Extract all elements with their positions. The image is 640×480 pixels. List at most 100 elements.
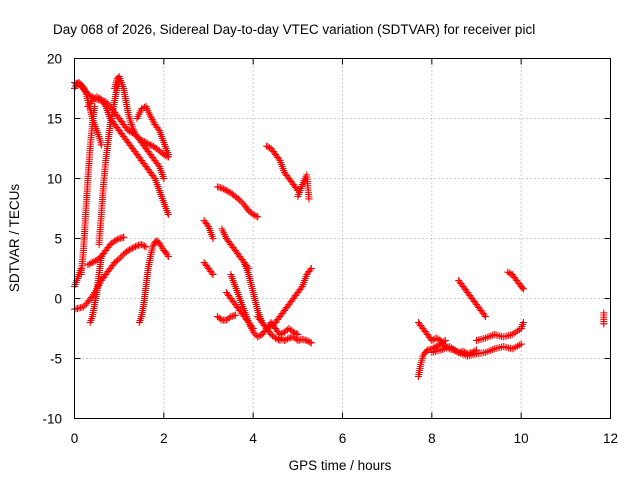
data-point bbox=[208, 269, 216, 277]
data-point bbox=[487, 346, 495, 354]
data-point bbox=[447, 344, 455, 352]
data-point bbox=[209, 271, 217, 278]
data-point bbox=[277, 335, 285, 343]
data-point bbox=[512, 328, 520, 336]
data-point bbox=[439, 345, 447, 353]
data-point bbox=[129, 126, 137, 134]
data-point bbox=[600, 320, 608, 328]
data-point bbox=[162, 249, 170, 257]
data-point bbox=[432, 334, 440, 342]
data-point bbox=[483, 333, 491, 341]
data-point bbox=[224, 187, 232, 195]
data-point bbox=[84, 261, 92, 269]
y-axis-label: SDTVAR / TECUs bbox=[7, 184, 22, 293]
data-point bbox=[132, 243, 140, 250]
data-point bbox=[483, 348, 491, 356]
series-arc-ab bbox=[455, 277, 489, 320]
data-point bbox=[303, 337, 311, 344]
series-arc-ac bbox=[473, 325, 525, 344]
series-arc-l bbox=[71, 265, 85, 290]
data-point bbox=[510, 329, 518, 337]
data-point bbox=[489, 346, 497, 354]
data-point bbox=[158, 243, 166, 251]
y-tick-label: 0 bbox=[54, 292, 62, 307]
data-point bbox=[94, 94, 102, 102]
data-point bbox=[142, 243, 150, 251]
data-point bbox=[209, 235, 217, 242]
data-point bbox=[112, 236, 120, 244]
data-point bbox=[485, 347, 493, 355]
data-point bbox=[138, 241, 145, 248]
x-tick-label: 2 bbox=[160, 431, 168, 446]
data-point bbox=[519, 285, 527, 293]
data-point bbox=[283, 335, 291, 343]
data-point bbox=[127, 121, 135, 128]
data-point bbox=[225, 314, 233, 322]
data-point bbox=[306, 338, 314, 346]
data-point bbox=[440, 345, 448, 353]
y-tick-label: 15 bbox=[47, 112, 62, 127]
data-point bbox=[504, 268, 512, 276]
data-point bbox=[87, 259, 95, 267]
data-point bbox=[77, 265, 85, 272]
x-axis-label: GPS time / hours bbox=[289, 458, 392, 473]
data-point bbox=[254, 333, 262, 341]
data-point bbox=[114, 235, 122, 243]
series-arc-b bbox=[71, 79, 172, 161]
data-point bbox=[131, 129, 139, 137]
data-point bbox=[431, 343, 439, 351]
data-point bbox=[449, 345, 457, 353]
data-point bbox=[98, 97, 106, 105]
series-arc-ae bbox=[517, 319, 527, 332]
data-point bbox=[428, 337, 436, 344]
data-point bbox=[487, 332, 495, 340]
data-point bbox=[127, 119, 135, 127]
data-point bbox=[160, 175, 168, 182]
data-point bbox=[481, 313, 489, 320]
series-arc-v bbox=[294, 171, 313, 203]
data-point bbox=[514, 342, 522, 350]
data-point bbox=[127, 245, 135, 253]
data-point bbox=[432, 343, 440, 350]
data-point bbox=[307, 339, 315, 347]
x-tick-label: 6 bbox=[339, 431, 347, 446]
data-point bbox=[101, 101, 109, 109]
data-point bbox=[434, 342, 442, 350]
data-point bbox=[264, 143, 272, 151]
series-arc-t bbox=[222, 289, 257, 332]
data-point bbox=[263, 325, 271, 332]
data-point bbox=[100, 99, 108, 107]
series-arc-ad bbox=[504, 268, 527, 293]
y-tick-label: -10 bbox=[42, 412, 62, 427]
data-point bbox=[518, 284, 526, 292]
data-point bbox=[84, 91, 92, 98]
data-point bbox=[91, 103, 99, 110]
data-point bbox=[149, 243, 157, 251]
data-point bbox=[97, 253, 105, 260]
x-tick-label: 10 bbox=[514, 431, 529, 446]
data-point bbox=[117, 253, 125, 261]
data-point bbox=[149, 241, 157, 249]
data-point bbox=[508, 331, 516, 338]
data-point bbox=[434, 335, 442, 343]
data-point bbox=[115, 79, 123, 86]
data-point bbox=[276, 334, 284, 342]
data-point bbox=[147, 114, 155, 122]
data-point bbox=[88, 259, 96, 266]
series-arc-n bbox=[200, 259, 217, 278]
data-point bbox=[481, 349, 489, 356]
series-arc-k bbox=[135, 237, 172, 326]
chart-title: Day 068 of 2026, Sidereal Day-to-day VTE… bbox=[53, 22, 535, 37]
data-point bbox=[126, 117, 134, 125]
y-tick-label: 20 bbox=[47, 52, 62, 67]
series-arc-af bbox=[600, 309, 608, 328]
data-point bbox=[251, 330, 259, 338]
data-point bbox=[156, 241, 164, 249]
data-point bbox=[508, 345, 516, 353]
data-point bbox=[87, 92, 95, 100]
data-point bbox=[97, 95, 105, 103]
data-point bbox=[111, 237, 119, 245]
data-point bbox=[458, 350, 466, 358]
series-arc-e bbox=[133, 103, 172, 158]
data-point bbox=[510, 344, 518, 352]
